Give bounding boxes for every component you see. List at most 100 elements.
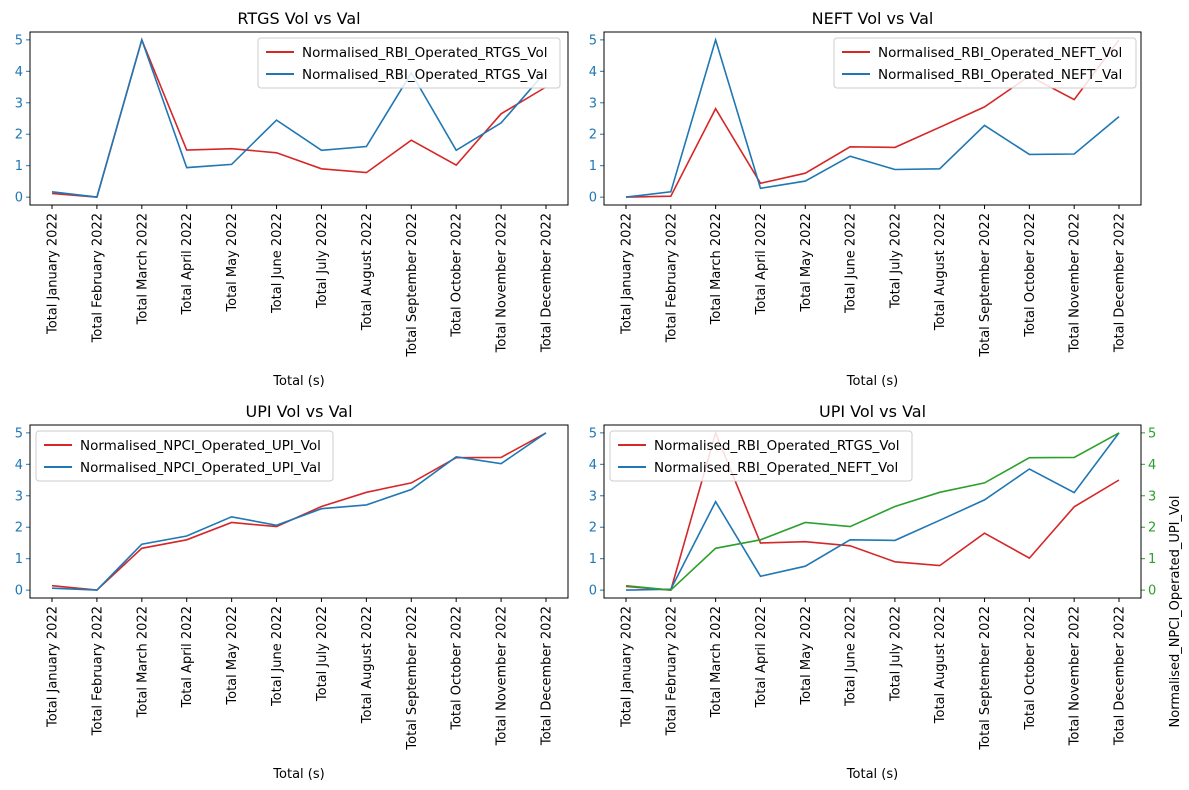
- x-tick-label: Total August 2022: [933, 213, 948, 331]
- y-tick-label: 5: [15, 33, 23, 48]
- x-tick-label: Total April 2022: [180, 606, 195, 708]
- legend: Normalised_RBI_Operated_RTGS_Vol Normalis…: [609, 430, 913, 482]
- legend-label: Normalised_NPCI_Operated_UPI_Vol: [80, 438, 321, 454]
- legend-label: Normalised_RBI_Operated_RTGS_Vol: [654, 438, 900, 454]
- legend: Normalised_RBI_Operated_RTGS_Vol Normalis…: [257, 37, 561, 89]
- y-tick-label: 2: [15, 128, 23, 143]
- x-tick-label: Total March 2022: [709, 213, 724, 325]
- series-line: [625, 432, 1120, 591]
- secondary-y-tick-label: 2: [1148, 521, 1156, 536]
- x-tick-label: Total January 2022: [46, 606, 61, 728]
- x-tick-label: Total June 2022: [270, 213, 285, 314]
- secondary-y-tick-label: 4: [1148, 458, 1156, 473]
- x-tick-label: Total August 2022: [360, 213, 375, 331]
- x-tick-label: Total September 2022: [405, 213, 420, 358]
- y-tick-label: 2: [589, 521, 597, 536]
- secondary-y-tick-label: 3: [1148, 489, 1156, 504]
- x-axis-label: Total (s): [272, 767, 324, 782]
- y-tick-label: 3: [15, 96, 23, 111]
- legend-box: [257, 37, 561, 89]
- x-tick-label: Total July 2022: [315, 606, 330, 702]
- y-tick-label: 4: [15, 65, 23, 80]
- x-tick-label: Total May 2022: [799, 213, 814, 313]
- chart-panel-1: RTGS Vol vs Val 0 1 2 3 4 5 Total January 2022 T…: [15, 9, 569, 389]
- secondary-y-tick-label: 5: [1148, 426, 1156, 441]
- legend-box: [833, 37, 1137, 89]
- y-tick-label: 4: [15, 458, 23, 473]
- secondary-y-tick-label: 0: [1148, 584, 1156, 599]
- x-tick-label: Total April 2022: [180, 213, 195, 315]
- chart-title: UPI Vol vs Val: [819, 402, 926, 421]
- x-tick-label: Total February 2022: [90, 213, 105, 343]
- x-tick-label: Total December 2022: [540, 606, 555, 746]
- x-tick-label: Total June 2022: [270, 606, 285, 707]
- x-tick-label: Total October 2022: [1023, 213, 1038, 338]
- y-tick-label: 3: [589, 96, 597, 111]
- y-tick-label: 1: [15, 552, 23, 567]
- legend: Normalised_NPCI_Operated_UPI_Vol Normalis…: [35, 430, 334, 482]
- x-axis-label: Total (s): [846, 767, 898, 782]
- x-tick-label: Total September 2022: [405, 606, 420, 751]
- x-tick-label: Total May 2022: [225, 606, 240, 706]
- x-tick-label: Total February 2022: [664, 606, 679, 736]
- axes-frame: [603, 31, 1142, 206]
- x-tick-label: Total March 2022: [135, 606, 150, 718]
- axes-frame: [29, 424, 569, 599]
- chart-panel-2: NEFT Vol vs Val 0 1 2 3 4 5 Total January 2022 T…: [589, 9, 1142, 389]
- chart-title: RTGS Vol vs Val: [237, 9, 360, 28]
- x-tick-label: Total November 2022: [1068, 606, 1083, 746]
- x-axis-label: Total (s): [272, 374, 324, 389]
- x-tick-label: Total February 2022: [90, 606, 105, 736]
- x-tick-label: Total December 2022: [1113, 606, 1128, 746]
- legend-box: [609, 430, 913, 482]
- x-tick-label: Total October 2022: [450, 606, 465, 731]
- x-tick-label: Total May 2022: [799, 606, 814, 706]
- x-tick-label: Total July 2022: [888, 606, 903, 702]
- legend-label: Normalised_RBI_Operated_RTGS_Val: [302, 67, 548, 83]
- x-tick-label: Total December 2022: [540, 213, 555, 353]
- x-tick-label: Total January 2022: [620, 606, 635, 728]
- x-tick-label: Total February 2022: [664, 213, 679, 343]
- legend-label: Normalised_RBI_Operated_NEFT_Vol: [878, 45, 1122, 61]
- x-tick-label: Total October 2022: [450, 213, 465, 338]
- chart-title: UPI Vol vs Val: [245, 402, 352, 421]
- y-tick-label: 0: [15, 584, 23, 599]
- x-tick-label: Total April 2022: [754, 213, 769, 315]
- y-tick-label: 0: [589, 191, 597, 206]
- x-tick-label: Total January 2022: [46, 213, 61, 335]
- x-tick-label: Total May 2022: [225, 213, 240, 313]
- y-tick-label: 5: [589, 426, 597, 441]
- secondary-y-tick-label: 1: [1148, 552, 1156, 567]
- y-tick-label: 5: [589, 33, 597, 48]
- x-tick-label: Total September 2022: [978, 606, 993, 751]
- x-tick-label: Total August 2022: [933, 606, 948, 724]
- x-tick-label: Total April 2022: [754, 606, 769, 708]
- x-tick-label: Total July 2022: [888, 213, 903, 309]
- y-tick-label: 5: [15, 426, 23, 441]
- series-line: [625, 37, 1120, 198]
- secondary-y-axis-label: Normalised_NPCI_Operated_UPI_Vol: [1168, 496, 1183, 728]
- series-line: [51, 432, 547, 591]
- x-tick-label: Total November 2022: [1068, 213, 1083, 353]
- x-axis-label: Total (s): [846, 374, 898, 389]
- x-tick-label: Total November 2022: [495, 213, 510, 353]
- axes-frame: [603, 424, 1142, 599]
- x-tick-label: Total March 2022: [135, 213, 150, 325]
- y-tick-label: 2: [15, 521, 23, 536]
- y-tick-label: 0: [589, 584, 597, 599]
- series-line: [51, 37, 547, 198]
- legend-label: Normalised_RBI_Operated_NEFT_Val: [878, 67, 1122, 83]
- chart-panel-3: UPI Vol vs Val 0 1 2 3 4 5 Total January 2022 To…: [15, 402, 569, 782]
- x-tick-label: Total July 2022: [315, 213, 330, 309]
- x-tick-label: Total January 2022: [620, 213, 635, 335]
- chart-panel-4: UPI Vol vs Val 0 1 2 3 4 5 Total January 2022 To…: [589, 402, 1183, 782]
- y-tick-label: 1: [589, 159, 597, 174]
- x-tick-label: Total October 2022: [1023, 606, 1038, 731]
- y-tick-label: 0: [15, 191, 23, 206]
- secondary-series-line: [625, 432, 1120, 591]
- legend-label: Normalised_RBI_Operated_RTGS_Vol: [302, 45, 548, 61]
- x-tick-label: Total December 2022: [1113, 213, 1128, 353]
- y-tick-label: 1: [15, 159, 23, 174]
- axes-frame: [29, 31, 569, 206]
